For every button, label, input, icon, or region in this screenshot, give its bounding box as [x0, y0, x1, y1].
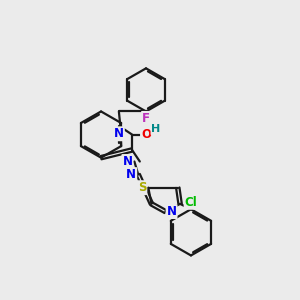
- Text: N: N: [114, 127, 124, 140]
- Text: N: N: [122, 155, 132, 168]
- Text: Cl: Cl: [184, 196, 197, 209]
- Text: O: O: [141, 128, 151, 141]
- Text: F: F: [142, 112, 150, 125]
- Text: S: S: [138, 181, 146, 194]
- Text: H: H: [152, 124, 161, 134]
- Text: N: N: [167, 205, 177, 218]
- Text: N: N: [126, 168, 136, 181]
